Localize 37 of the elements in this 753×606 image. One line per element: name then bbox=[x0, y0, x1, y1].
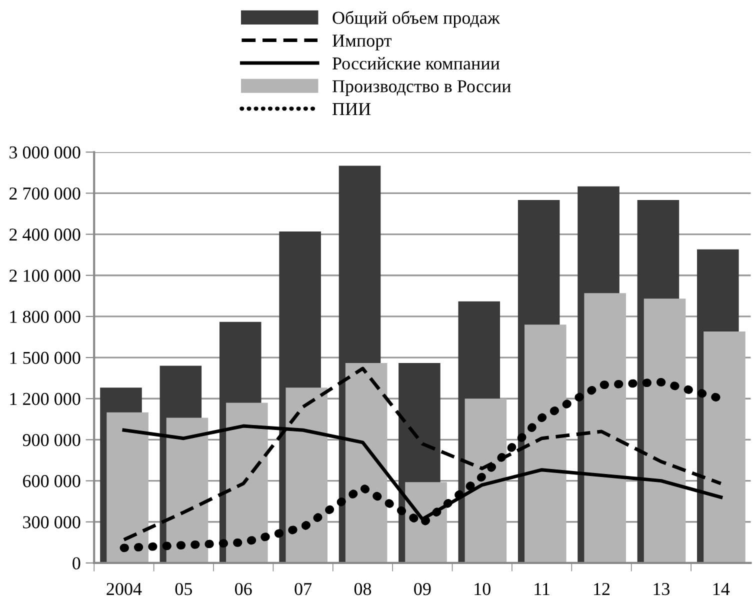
x-tick-label: 13 bbox=[654, 582, 670, 596]
x-tick-label: 07 bbox=[294, 582, 312, 596]
x-tick-label: 09 bbox=[414, 582, 431, 596]
legend-label: Общий объем продаж bbox=[332, 10, 500, 28]
y-tick-label: 1 200 000 bbox=[10, 392, 80, 406]
bar bbox=[106, 412, 148, 563]
legend-label: ПИИ bbox=[332, 103, 371, 115]
y-tick-label: 1 800 000 bbox=[10, 310, 80, 323]
bar bbox=[226, 402, 268, 563]
y-tick-label: 2 700 000 bbox=[10, 187, 80, 200]
y-tick-label: 300 000 bbox=[23, 516, 80, 528]
bar bbox=[464, 398, 507, 563]
x-tick-label: 05 bbox=[175, 582, 192, 596]
bar bbox=[704, 332, 746, 563]
y-tick-label: 1 500 000 bbox=[10, 352, 80, 364]
x-tick-label: 12 bbox=[594, 582, 610, 595]
y-tick-label: 3 000 000 bbox=[10, 146, 80, 159]
legend-label: Российские компании bbox=[332, 57, 500, 70]
bar bbox=[644, 298, 686, 563]
y-tick-label: 2 100 000 bbox=[10, 270, 80, 282]
bar bbox=[524, 324, 566, 563]
bar bbox=[584, 293, 626, 563]
y-tick-label: 0 bbox=[72, 557, 80, 570]
x-tick-label: 11 bbox=[534, 583, 550, 595]
y-tick-label: 600 000 bbox=[23, 475, 80, 488]
x-tick-label: 06 bbox=[235, 582, 252, 596]
bar bbox=[166, 418, 208, 563]
x-tick-label: 2004 bbox=[106, 582, 142, 596]
bar bbox=[345, 363, 388, 563]
y-tick-label: 900 000 bbox=[22, 434, 80, 446]
y-tick-label: 2 400 000 bbox=[10, 228, 80, 241]
bar bbox=[286, 388, 328, 563]
x-tick-label: 08 bbox=[354, 582, 372, 596]
x-tick-label: 14 bbox=[713, 583, 730, 595]
legend-label: Производство в России bbox=[332, 80, 511, 96]
legend-label: Импорт bbox=[332, 34, 392, 50]
x-tick-label: 10 bbox=[474, 582, 490, 596]
